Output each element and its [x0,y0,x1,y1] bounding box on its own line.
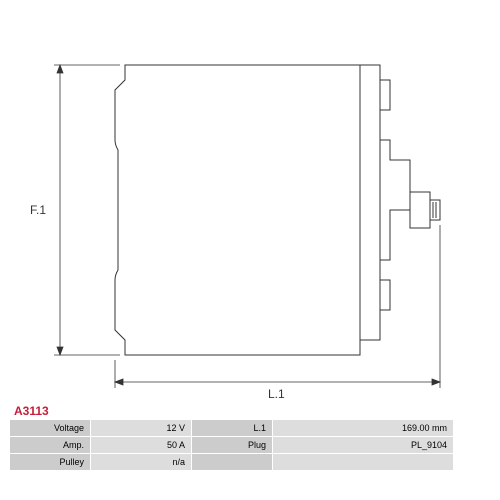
dim-vertical-label: F.1 [30,203,46,217]
spec-key: Plug [192,437,272,453]
spec-val: PL_9104 [273,437,453,453]
spec-key: Pulley [10,454,90,470]
spec-key [192,454,272,470]
spec-val: 169.00 mm [273,420,453,436]
spec-val [273,454,453,470]
spec-table: Voltage 12 V L.1 169.00 mm Amp. 50 A Plu… [10,420,490,470]
spec-val: 50 A [91,437,191,453]
spec-val: n/a [91,454,191,470]
spec-key: Amp. [10,437,90,453]
part-number: A3113 [14,404,490,418]
spec-key: Voltage [10,420,90,436]
dim-horizontal-label: L.1 [268,387,285,400]
spec-key: L.1 [192,420,272,436]
spec-val: 12 V [91,420,191,436]
technical-drawing: F.1 L.1 [10,10,490,400]
